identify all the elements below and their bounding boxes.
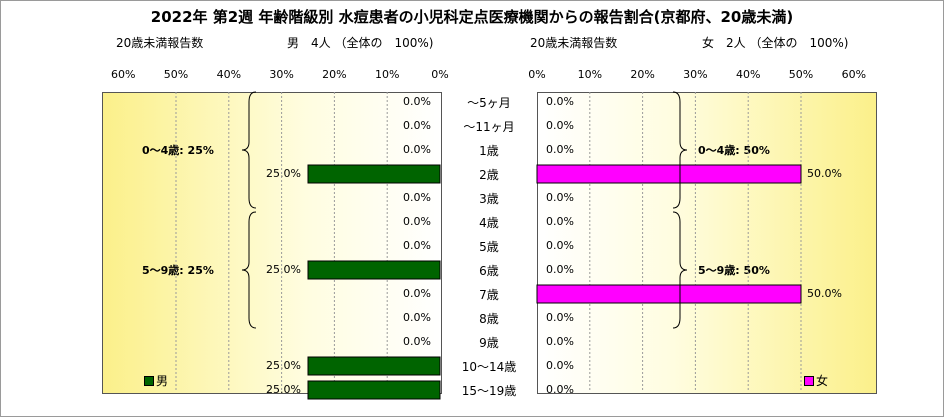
female-group-label: 5～9歳: 50% xyxy=(698,264,770,277)
age-label: 8歳 xyxy=(479,312,499,326)
legend-female: 女 xyxy=(804,372,828,389)
female-group-label: 0～4歳: 50% xyxy=(698,144,770,157)
male-value-label: 25.0% xyxy=(266,383,301,396)
age-label: ～5ヶ月 xyxy=(467,96,511,110)
female-tick-label: 0% xyxy=(528,68,546,81)
female-bar xyxy=(536,164,802,184)
female-value-label: 0.0% xyxy=(546,311,574,324)
female-value-label: 0.0% xyxy=(546,239,574,252)
legend-male: 男 xyxy=(144,372,168,389)
age-label: 3歳 xyxy=(479,192,499,206)
male-value-label: 0.0% xyxy=(403,119,431,132)
female-tick-label: 50% xyxy=(788,68,814,81)
female-group-brace xyxy=(672,211,688,329)
female-count-label: 20歳未満報告数 xyxy=(530,36,618,50)
male-group-label: 0～4歳: 25% xyxy=(142,144,214,157)
legend-male-label: 男 xyxy=(156,374,169,388)
female-plot-area xyxy=(537,92,877,394)
female-tick-label: 30% xyxy=(683,68,708,81)
male-tick-label: 0% xyxy=(431,68,449,81)
male-value-label: 0.0% xyxy=(403,287,431,300)
female-value-label: 0.0% xyxy=(546,359,574,372)
female-tick-label: 60% xyxy=(841,68,867,81)
female-tick-label: 20% xyxy=(630,68,655,81)
male-value-label: 0.0% xyxy=(403,215,431,228)
age-label: 7歳 xyxy=(479,288,499,302)
male-value-label: 0.0% xyxy=(403,143,431,156)
female-value-label: 50.0% xyxy=(807,287,842,300)
male-count-label: 20歳未満報告数 xyxy=(116,36,204,50)
age-label: 9歳 xyxy=(479,336,499,350)
female-value-label: 50.0% xyxy=(807,167,842,180)
female-value-label: 0.0% xyxy=(546,335,574,348)
male-value-label: 25.0% xyxy=(266,167,301,180)
male-value-label: 25.0% xyxy=(266,359,301,372)
male-value-label: 0.0% xyxy=(403,311,431,324)
age-label: ～11ヶ月 xyxy=(463,120,515,134)
female-value-label: 0.0% xyxy=(546,143,574,156)
male-value-label: 0.0% xyxy=(403,191,431,204)
male-group-label: 5～9歳: 25% xyxy=(142,264,214,277)
male-summary: 男 4人 （全体の 100%) xyxy=(287,36,434,50)
female-value-label: 0.0% xyxy=(546,263,574,276)
age-label: 15～19歳 xyxy=(461,384,517,398)
female-bar xyxy=(536,284,802,304)
male-value-label: 0.0% xyxy=(403,95,431,108)
male-bar xyxy=(307,380,441,400)
female-value-label: 0.0% xyxy=(546,119,574,132)
female-value-label: 0.0% xyxy=(546,95,574,108)
male-group-brace xyxy=(241,91,257,209)
male-tick-label: 30% xyxy=(269,68,294,81)
female-value-label: 0.0% xyxy=(546,383,574,396)
male-bar xyxy=(307,260,441,280)
age-label: 5歳 xyxy=(479,240,499,254)
male-plot-area xyxy=(102,92,442,394)
age-label: 4歳 xyxy=(479,216,499,230)
legend-female-swatch xyxy=(804,375,814,386)
legend-male-swatch xyxy=(144,375,154,386)
age-label: 6歳 xyxy=(479,264,499,278)
female-value-label: 0.0% xyxy=(546,215,574,228)
male-bar xyxy=(307,356,441,376)
female-group-brace xyxy=(672,91,688,209)
male-bar xyxy=(307,164,441,184)
male-tick-label: 20% xyxy=(322,68,347,81)
legend-female-label: 女 xyxy=(816,374,829,388)
female-value-label: 0.0% xyxy=(546,191,574,204)
female-summary: 女 2人 （全体の 100%) xyxy=(702,36,849,50)
male-tick-label: 50% xyxy=(163,68,189,81)
male-tick-label: 10% xyxy=(374,68,400,81)
male-group-brace xyxy=(241,211,257,329)
male-value-label: 0.0% xyxy=(403,335,431,348)
age-label: 1歳 xyxy=(479,144,499,158)
female-tick-label: 40% xyxy=(735,68,761,81)
male-value-label: 25.0% xyxy=(266,263,301,276)
age-label: 10～14歳 xyxy=(461,360,517,374)
female-tick-label: 10% xyxy=(577,68,603,81)
chart-title: 2022年 第2週 年齢階級別 水痘患者の小児科定点医療機関からの報告割合(京都… xyxy=(150,8,794,26)
male-tick-label: 60% xyxy=(110,68,136,81)
age-label: 2歳 xyxy=(479,168,499,182)
male-value-label: 0.0% xyxy=(403,239,431,252)
male-tick-label: 40% xyxy=(216,68,242,81)
